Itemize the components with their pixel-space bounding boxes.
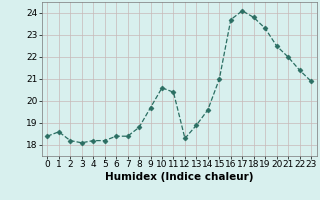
X-axis label: Humidex (Indice chaleur): Humidex (Indice chaleur) bbox=[105, 172, 253, 182]
